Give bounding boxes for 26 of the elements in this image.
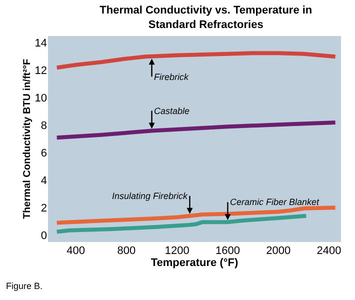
y-tick-label: 8	[40, 120, 47, 132]
y-tick-label: 12	[34, 65, 47, 78]
chart-title: Thermal Conductivity vs. Temperature in Standard Refractories	[100, 4, 312, 31]
x-axis-title: Temperature (°F)	[150, 257, 238, 270]
x-tick-label: 400	[66, 245, 86, 257]
x-tick-label: 800	[117, 245, 136, 257]
x-tick-label: 1600	[215, 245, 240, 257]
text: Figure B.	[6, 281, 43, 291]
x-tick-label: 2400	[316, 245, 342, 257]
annotation: Insulating Firebrick	[112, 191, 188, 201]
annotation: Castable	[154, 106, 190, 116]
y-tick-label: 0	[40, 230, 47, 242]
line-series	[54, 206, 338, 225]
y-tick-label: 2	[40, 202, 47, 215]
annotation: Ceramic Fiber Blanket	[230, 197, 320, 207]
line-series	[54, 214, 308, 234]
y-tick-label: 10	[34, 92, 47, 105]
y-tick-label: 6	[40, 148, 47, 160]
x-tick-label: 2000	[266, 245, 291, 257]
y-tick-label: 4	[40, 175, 47, 188]
annotation: Firebrick	[154, 72, 189, 82]
line-series	[54, 120, 338, 140]
line-series	[54, 51, 338, 70]
x-tick-label: 1200	[164, 245, 190, 257]
y-tick-label: 14	[34, 38, 47, 50]
y-axis-title: Thermal Conductivity BTU in/ft²°F	[22, 58, 33, 220]
